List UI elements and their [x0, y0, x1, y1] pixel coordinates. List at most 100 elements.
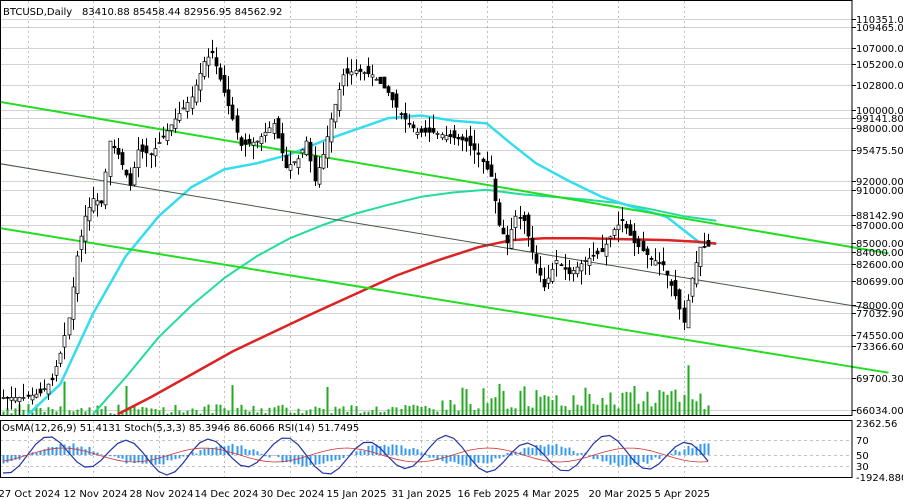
candle-body: [366, 65, 371, 75]
y-tick-label: 74550.00: [856, 331, 903, 342]
volume-bar: [342, 406, 345, 416]
volume-bar: [22, 409, 25, 416]
osma-bar: [576, 453, 579, 455]
osma-bar: [236, 446, 239, 455]
candle-body: [612, 229, 617, 236]
volume-bar: [441, 400, 444, 416]
candle-body: [489, 164, 494, 177]
candle-body: [575, 266, 580, 275]
osma-bar: [174, 455, 177, 460]
osma-bar: [502, 455, 505, 457]
candle-body: [591, 254, 596, 257]
volume-bar: [457, 410, 460, 416]
osma-bar: [22, 455, 25, 457]
candle-body: [153, 148, 158, 157]
x-tick-label: 28 Nov 2024: [130, 489, 194, 500]
candle-body: [284, 155, 289, 168]
volume-bar: [703, 409, 706, 416]
y-tick-label: 91000.00: [856, 186, 903, 197]
volume-bar: [395, 407, 398, 416]
osma-bar: [379, 446, 382, 455]
osma-bar: [482, 455, 485, 464]
candle-body: [259, 136, 264, 144]
osma-bar: [408, 449, 411, 455]
osma-bar: [625, 455, 628, 467]
volume-bar: [240, 404, 243, 416]
volume-bar: [104, 406, 107, 416]
osma-bar: [469, 455, 472, 467]
osma-bar: [498, 455, 501, 459]
volume-bar: [519, 390, 522, 416]
y-tick-label: 73366.60: [856, 342, 903, 353]
candle-body: [698, 246, 703, 267]
osma-bar: [338, 455, 341, 460]
x-tick-label: 16 Feb 2025: [458, 489, 520, 500]
candle-body: [42, 388, 47, 390]
channel-lower: [0, 227, 889, 374]
candle-body: [620, 219, 625, 222]
volume-bar: [80, 408, 83, 416]
y-tick-label: 105200.00: [856, 60, 903, 71]
candle-body: [300, 149, 305, 154]
indicator-window: [0, 434, 852, 476]
volume-bar: [666, 394, 669, 416]
osma-bar: [289, 455, 292, 463]
osma-bar: [560, 446, 563, 455]
volume-bar: [174, 404, 177, 416]
candle-body: [140, 144, 145, 152]
osma-bar: [178, 455, 181, 459]
osma-bar: [240, 445, 243, 455]
osma-bar: [596, 455, 599, 460]
candle-body: [682, 307, 687, 323]
y-tick-label: 69700.30: [856, 374, 903, 385]
osma-bar: [391, 444, 394, 455]
volume-bar: [531, 407, 534, 416]
osma-bar: [621, 455, 624, 466]
candle-body: [669, 281, 674, 286]
volume-bar: [141, 406, 144, 416]
volume-bar: [273, 407, 276, 416]
volume-bar: [584, 387, 587, 416]
candle-body: [247, 138, 252, 144]
osma-bar: [129, 455, 132, 462]
y-tick-label: 95475.50: [856, 146, 903, 157]
candle-body: [399, 113, 404, 116]
osma-bar: [322, 455, 325, 464]
candle-body: [21, 397, 26, 399]
volume-bar: [178, 410, 181, 416]
volume-bar: [543, 395, 546, 416]
candle-body: [505, 234, 510, 244]
candle-body: [276, 118, 281, 139]
candle-body: [472, 143, 477, 151]
osma-bar: [506, 452, 509, 455]
volume-bar: [449, 399, 452, 416]
candle-body: [690, 277, 695, 297]
osma-bar: [395, 444, 398, 455]
candle-body: [34, 393, 39, 398]
candle-body: [583, 260, 588, 262]
osma-bar: [436, 455, 439, 461]
y-tick-label: 66034.00: [856, 406, 903, 417]
volume-bar: [674, 389, 677, 416]
volume-bar: [404, 405, 407, 416]
candle-body: [255, 140, 260, 143]
osma-bar: [580, 452, 583, 455]
volume-bar: [662, 391, 665, 416]
volume-bar: [678, 401, 681, 416]
candle-body: [378, 76, 383, 85]
osma-bar: [633, 455, 636, 464]
volume-bar: [314, 406, 317, 416]
volume-bar: [560, 405, 563, 416]
osma-bar: [420, 452, 423, 455]
volume-bar: [486, 403, 489, 416]
osma-bar: [387, 446, 390, 455]
osma-bar: [703, 443, 706, 455]
candle-body: [230, 104, 235, 120]
candle-body: [206, 56, 211, 66]
candle-body: [17, 397, 22, 403]
volume-bar: [256, 412, 259, 416]
volume-bar: [301, 413, 304, 416]
osma-bar: [650, 455, 653, 460]
candle-body: [616, 224, 621, 230]
